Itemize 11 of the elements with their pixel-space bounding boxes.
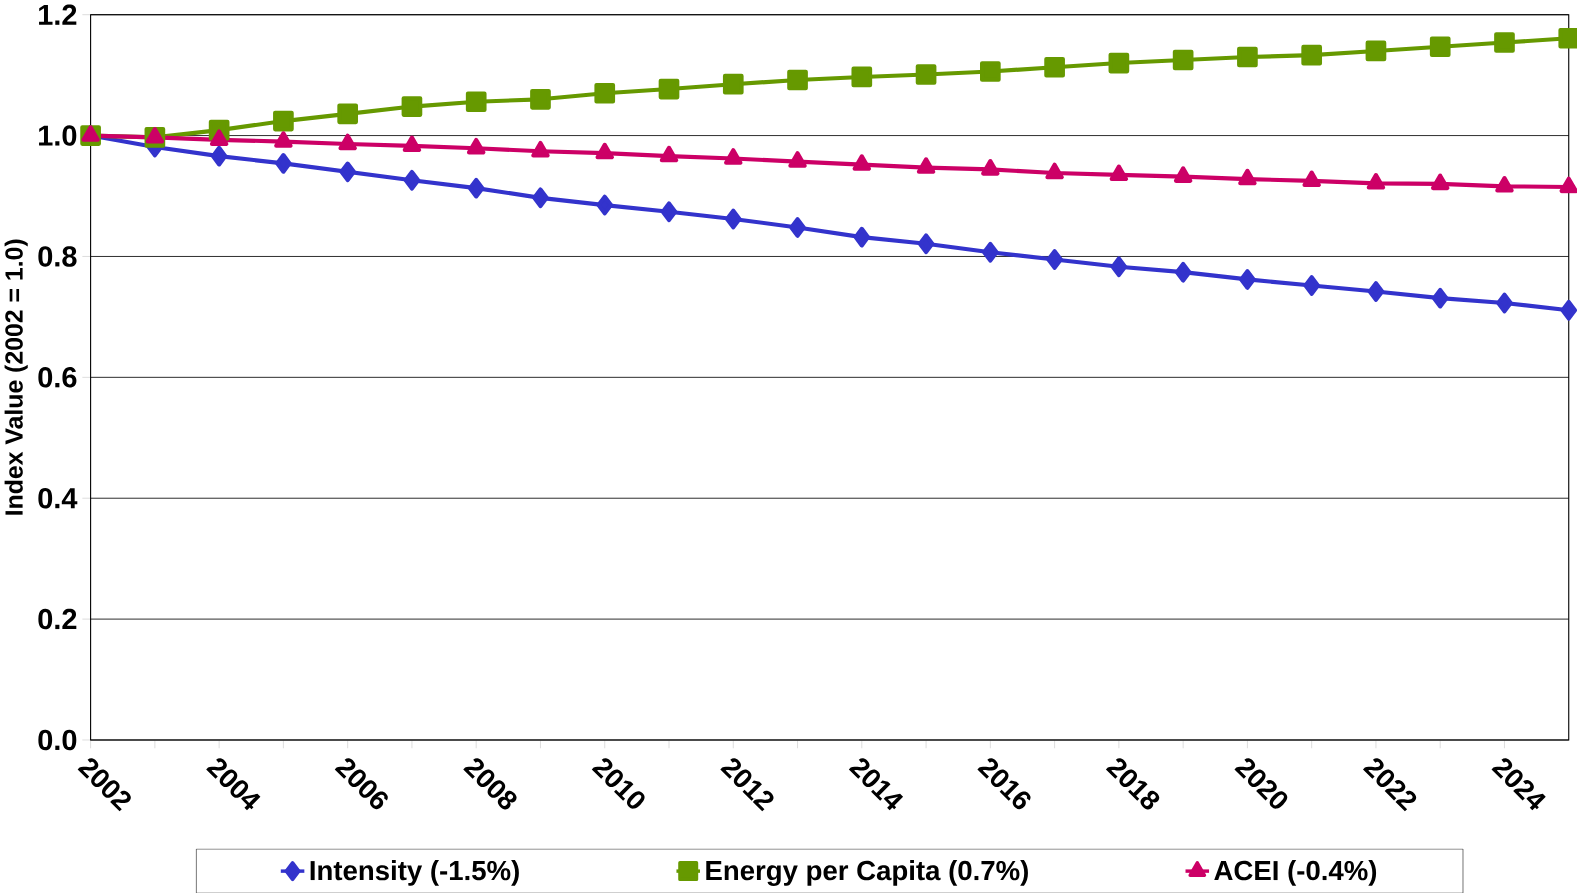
y-tick-label: 0.0 [38,729,77,751]
y-tick-label: 0.6 [38,366,77,388]
y-tick-label: 0.2 [38,608,77,630]
y-axis-title: Index Value (2002 = 1.0) [4,239,28,515]
y-tick-label: 0.4 [38,487,78,509]
y-tick-label: 1.2 [39,4,77,25]
legend-label: Energy per Capita (0.7%) [706,859,1028,886]
legend-label: ACEI (-0.4%) [1214,859,1377,886]
legend-label: Intensity (-1.5%) [310,859,519,886]
y-tick-label: 0.8 [38,245,77,267]
y-tick-label: 1.0 [39,125,77,146]
